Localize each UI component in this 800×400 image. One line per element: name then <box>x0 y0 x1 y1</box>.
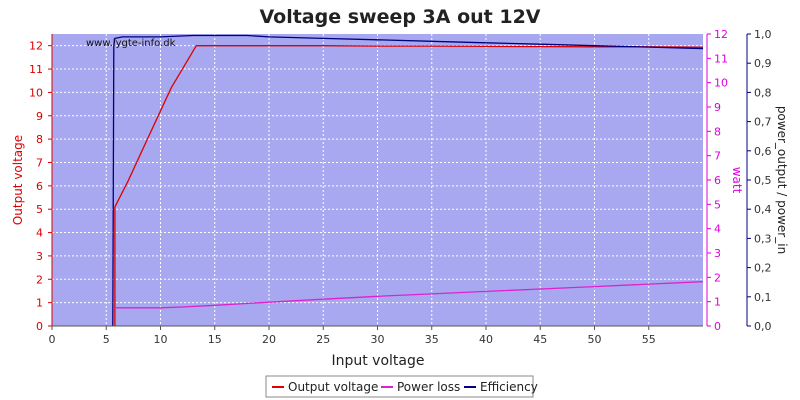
watermark-text: www.lygte-info.dk <box>86 38 176 49</box>
y-right1-tick-label: 3 <box>714 247 721 260</box>
y-left-tick-label: 5 <box>36 203 43 216</box>
x-tick-label: 0 <box>49 333 56 346</box>
y-right1-tick-label: 4 <box>714 223 721 236</box>
legend-label-power-loss: Power loss <box>397 380 460 394</box>
x-tick-label: 35 <box>425 333 439 346</box>
y-right2-tick-label: 0,7 <box>754 116 772 129</box>
legend: Output voltage Power loss Efficiency <box>265 375 538 398</box>
y-right2-tick-label: 0,5 <box>754 174 772 187</box>
y-right1-tick-label: 7 <box>714 150 721 163</box>
y-right1-tick-label: 0 <box>714 320 721 333</box>
y-right1-tick-label: 6 <box>714 174 721 187</box>
y-left-tick-label: 0 <box>36 320 43 333</box>
y-left-tick-label: 10 <box>29 86 43 99</box>
y-right1-tick-label: 10 <box>714 77 728 90</box>
y-right2-tick-label: 0,0 <box>754 320 772 333</box>
legend-label-output-voltage: Output voltage <box>288 380 378 394</box>
y-left-tick-label: 9 <box>36 110 43 123</box>
series-power-loss-line <box>114 281 704 309</box>
x-tick-label: 55 <box>642 333 656 346</box>
y-left-tick-label: 6 <box>36 180 43 193</box>
x-tick-label: 45 <box>533 333 547 346</box>
y-right2-tick-label: 0,9 <box>754 57 772 70</box>
x-tick-label: 50 <box>588 333 602 346</box>
x-tick-label: 30 <box>371 333 385 346</box>
y-right1-tick-label: 2 <box>714 271 721 284</box>
y-left-tick-label: 7 <box>36 156 43 169</box>
y-right2-tick-label: 0,3 <box>754 232 772 245</box>
y-right1-tick-label: 11 <box>714 52 728 65</box>
x-tick-label: 40 <box>479 333 493 346</box>
x-tick-label: 15 <box>208 333 222 346</box>
y-right1-tick-label: 8 <box>714 125 721 138</box>
chart-title: Voltage sweep 3A out 12V <box>259 6 540 28</box>
y-left-tick-label: 2 <box>36 273 43 286</box>
y-axis-right1-label: watt <box>730 167 744 194</box>
x-tick-label: 5 <box>103 333 110 346</box>
y-left-tick-label: 1 <box>36 297 43 310</box>
y-right2-tick-label: 0,1 <box>754 291 772 304</box>
y-axis-left-label: Output voltage <box>11 135 25 225</box>
y-right2-tick-label: 0,2 <box>754 262 772 275</box>
y-right1-tick-label: 9 <box>714 101 721 114</box>
legend-label-efficiency: Efficiency <box>480 380 538 394</box>
x-tick-label: 20 <box>262 333 276 346</box>
series-output-voltage-line <box>114 45 704 326</box>
y-right1-tick-label: 1 <box>714 296 721 309</box>
y-left-tick-label: 12 <box>29 40 43 53</box>
y-right1-tick-label: 5 <box>714 198 721 211</box>
y-right2-tick-label: 0,6 <box>754 145 772 158</box>
y-left-tick-label: 8 <box>36 133 43 146</box>
y-right1-tick-label: 12 <box>714 28 728 41</box>
y-right2-tick-label: 0,8 <box>754 86 772 99</box>
series-efficiency-line <box>112 34 704 327</box>
y-left-tick-label: 4 <box>36 227 43 240</box>
legend-box <box>265 375 534 398</box>
x-tick-label: 10 <box>154 333 168 346</box>
y-right2-tick-label: 1,0 <box>754 28 772 41</box>
y-left-tick-label: 11 <box>29 63 43 76</box>
y-right2-tick-label: 0,4 <box>754 203 772 216</box>
y-left-tick-label: 3 <box>36 250 43 263</box>
x-tick-label: 25 <box>316 333 330 346</box>
x-axis-label: Input voltage <box>331 353 424 369</box>
y-axis-right2-label: power_output / power_in <box>775 106 789 254</box>
